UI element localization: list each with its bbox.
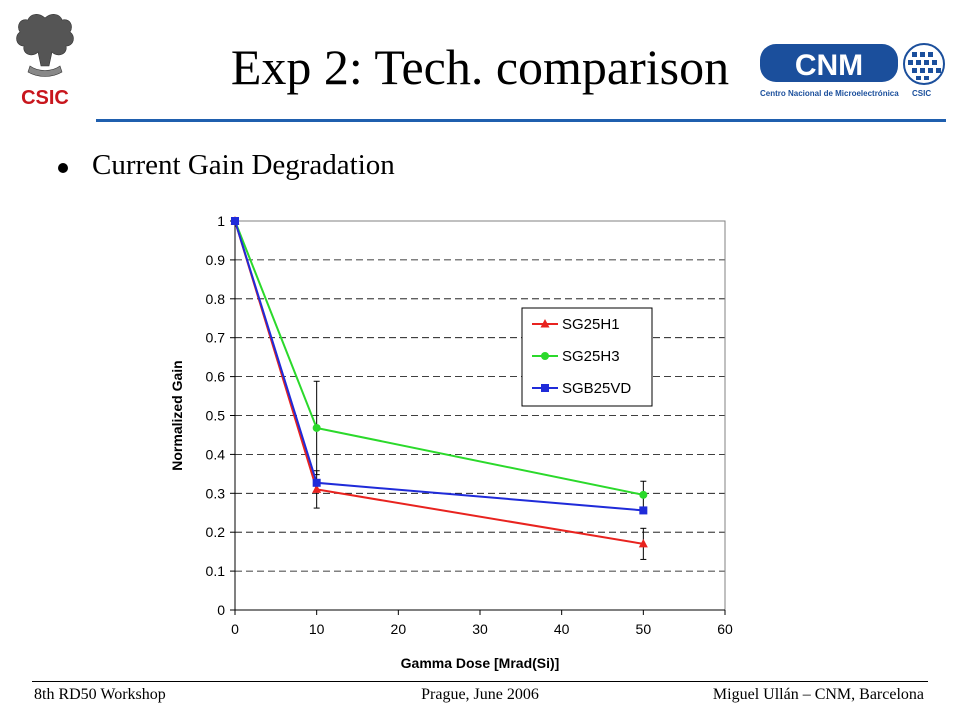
x-tick-label: 30 — [472, 621, 488, 637]
cnm-logo-badge — [760, 44, 898, 82]
legend-label: SG25H1 — [562, 316, 620, 333]
microchip-emblem-icon — [903, 43, 945, 85]
y-tick-label: 0.7 — [206, 330, 226, 346]
x-axis-label: Gamma Dose [Mrad(Si)] — [401, 655, 560, 671]
gain-degradation-chart: 00.10.20.30.40.50.60.70.80.910 10 20 30 40 50… — [160, 200, 760, 680]
cnm-logo-subtext-csic: CSIC — [912, 89, 931, 98]
y-tick-label: 0.5 — [206, 408, 226, 424]
bullet-text: Current Gain Degradation — [92, 149, 395, 181]
legend-swatch-marker — [541, 352, 549, 360]
y-tick-label: 0.8 — [206, 291, 226, 307]
cnm-logo-subtext: Centro Nacional de Microelectrónica — [760, 89, 899, 98]
y-tick-label: 0.1 — [206, 563, 226, 579]
x-tick-label: 40 — [554, 621, 570, 637]
y-tick-label: 0.9 — [206, 252, 226, 268]
cnm-logo-text: CNM — [795, 49, 863, 82]
legend-item: SG25H3 — [532, 348, 620, 365]
data-point — [312, 478, 321, 487]
legend-label: SGB25VD — [562, 380, 631, 397]
series-sgb25vd — [231, 217, 648, 515]
x-tick-label: 20 — [391, 621, 407, 637]
legend-item: SG25H1 — [532, 316, 620, 333]
data-point — [638, 538, 648, 548]
x-tick-label: 50 — [636, 621, 652, 637]
slide-title: Exp 2: Tech. comparison — [230, 39, 730, 95]
legend-swatch-marker — [541, 384, 549, 392]
legend-item: SGB25VD — [532, 380, 631, 397]
data-point — [231, 217, 239, 225]
csic-logo: CSIC — [8, 8, 82, 109]
chart-series — [230, 216, 648, 560]
title-underline — [96, 119, 946, 122]
csic-tree-emblem-icon: CSIC — [16, 14, 74, 109]
y-tick-label: 0.2 — [206, 524, 226, 540]
legend-swatch-marker — [540, 319, 550, 328]
data-point — [312, 423, 321, 432]
chart-legend: SG25H1 SG25H3 SGB25VD — [521, 307, 653, 407]
footer-divider — [32, 681, 928, 682]
cnm-logo: CNM Centro Nacional de Microelectrónica … — [756, 38, 952, 100]
y-tick-label: 0.4 — [206, 446, 226, 462]
bullet-icon — [58, 163, 68, 173]
y-tick-label: 0 — [217, 602, 225, 618]
x-tick-label: 0 — [231, 621, 239, 637]
x-tick-label: 60 — [717, 621, 733, 637]
legend-label: SG25H3 — [562, 348, 620, 365]
chart-axes: 00.10.20.30.40.50.60.70.80.910 10 20 30 40 50… — [206, 213, 733, 637]
data-point — [312, 484, 322, 493]
y-tick-label: 0.3 — [206, 485, 226, 501]
x-tick-label: 10 — [309, 621, 325, 637]
footer-right: Miguel Ullán – CNM, Barcelona — [712, 686, 924, 703]
y-tick-label: 1 — [217, 213, 225, 229]
y-axis-label: Normalized Gain — [169, 360, 185, 470]
y-tick-label: 0.6 — [206, 369, 226, 385]
data-point — [639, 506, 648, 515]
data-point — [639, 490, 648, 499]
csic-logo-text: CSIC — [21, 87, 69, 108]
footer-center: Prague, June 2006 — [421, 686, 539, 703]
footer-left: 8th RD50 Workshop — [34, 686, 166, 703]
